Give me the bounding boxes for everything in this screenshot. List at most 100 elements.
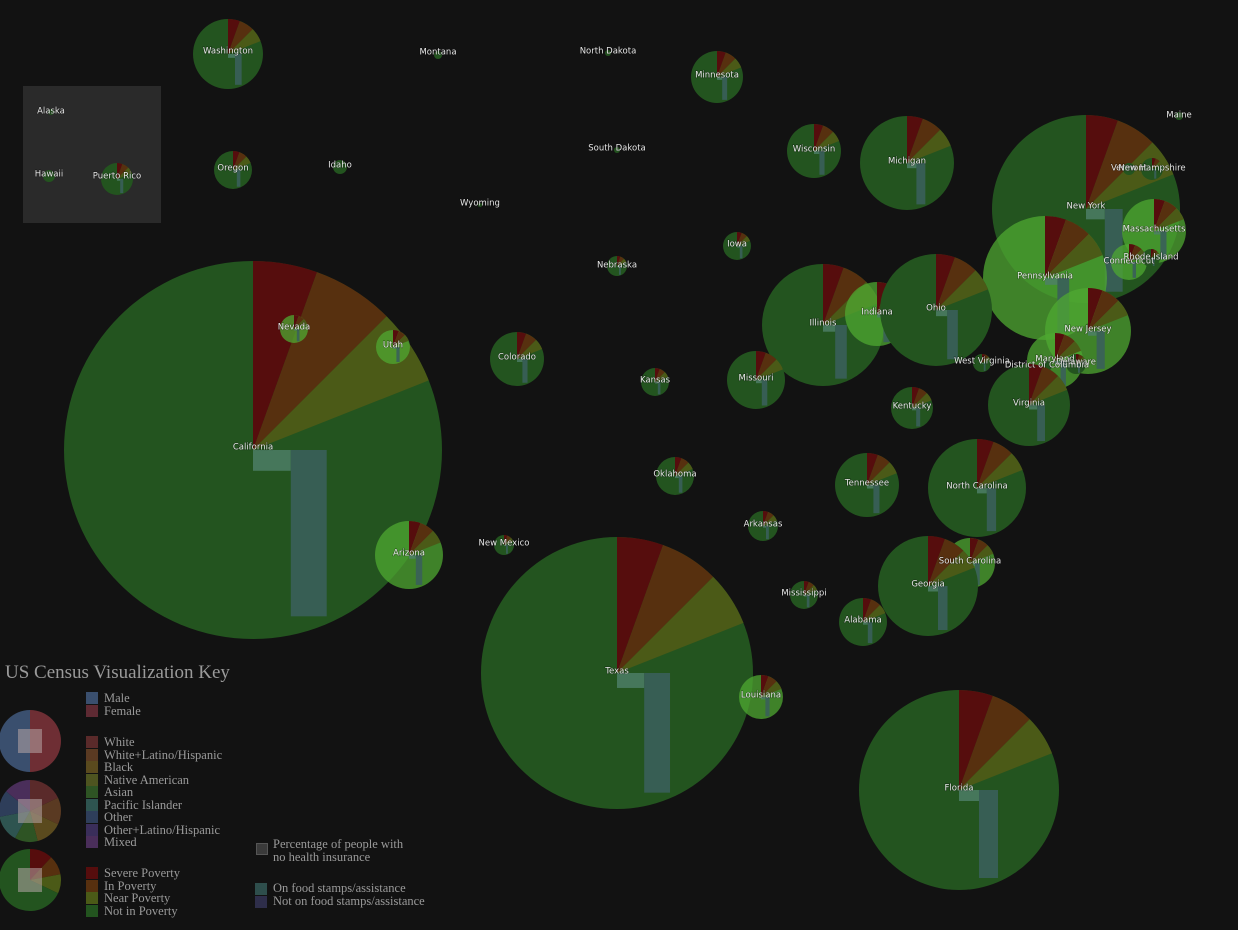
severe-poverty-slice [912,387,920,408]
in-poverty-slice [982,354,989,363]
severe-poverty-slice [1152,158,1156,169]
food-stamps-bar [873,485,880,514]
uninsured-square [393,347,397,349]
in-poverty-slice [1151,249,1158,258]
food-stamps-bar [644,673,671,793]
state-bubble-puerto-rico[interactable] [101,163,133,195]
severe-poverty-slice [763,511,769,526]
state-bubble-connecticut[interactable] [1111,244,1147,280]
state-bubble-maryland[interactable] [1027,333,1083,389]
food-stamps-bar [819,151,825,175]
near-poverty-slice [617,576,744,673]
state-bubble-alaska[interactable] [48,109,54,115]
in-poverty-slice [1076,354,1084,364]
in-poverty-slice [912,388,927,408]
state-label-district-of-columbia: District of Columbia [1005,361,1089,371]
state-bubble-louisiana[interactable] [739,675,783,719]
state-bubble-maine[interactable] [1175,112,1183,120]
state-bubble-wyoming[interactable] [478,203,482,207]
uninsured-square [504,545,506,547]
state-bubble-hawaii[interactable] [43,170,55,182]
state-bubble-idaho[interactable] [333,160,347,174]
uninsured-square [1076,364,1078,366]
state-bubble-washington[interactable] [193,19,263,89]
uninsured-square [877,314,884,318]
not-in-poverty-slice [614,147,620,153]
key-sample-square [18,868,42,892]
state-bubble-nebraska[interactable] [607,256,627,276]
uninsured-square [814,151,820,154]
severe-poverty-slice [1045,216,1067,278]
key-poverty-circle [0,849,61,911]
state-bubble-utah[interactable] [376,330,410,364]
state-bubble-ohio[interactable] [880,254,992,366]
state-bubble-alabama[interactable] [839,598,887,646]
state-bubble-nevada[interactable] [280,315,308,343]
state-bubble-montana[interactable] [434,51,442,59]
key-sample-square [18,729,42,753]
state-bubble-texas[interactable] [481,537,753,809]
in-poverty-slice [1088,290,1119,331]
state-bubble-mississippi[interactable] [790,581,818,609]
near-poverty-slice [977,453,1023,488]
state-label-alaska: Alaska [37,107,65,117]
in-poverty-slice [928,538,964,586]
near-poverty-slice [1029,376,1068,405]
state-bubble-arkansas[interactable] [748,511,778,541]
uninsured-square [1045,278,1058,285]
state-label-vermont: Vermont [1111,164,1148,174]
state-bubble-virginia[interactable] [988,364,1070,446]
state-bubble-michigan[interactable] [860,116,954,210]
state-bubble-new-mexico[interactable] [494,535,514,555]
state-bubble-oregon[interactable] [214,151,252,189]
not-in-poverty-slice [1175,112,1183,120]
state-bubble-delaware[interactable] [1066,354,1086,374]
state-bubble-georgia[interactable] [878,536,978,636]
state-bubble-colorado[interactable] [490,332,544,386]
in-poverty-slice [936,257,976,310]
food-stamps-bar [986,488,997,532]
state-bubble-minnesota[interactable] [691,51,743,103]
state-label-nevada: Nevada [278,323,310,333]
state-label-tennessee: Tennessee [844,479,889,489]
state-bubble-missouri[interactable] [727,351,785,409]
state-bubble-new-hampshire[interactable] [1141,158,1163,180]
near-poverty-slice [867,462,897,485]
not-in-poverty-slice [333,160,347,174]
state-bubble-florida[interactable] [859,690,1059,890]
state-bubble-iowa[interactable] [723,232,751,260]
in-poverty-slice [907,118,941,163]
state-bubble-kansas[interactable] [641,368,669,396]
in-poverty-slice [756,352,777,380]
state-label-illinois: Illinois [810,319,838,329]
not-in-poverty-slice [478,203,482,207]
food-stamps-bar [296,329,300,342]
uninsured-square [253,450,291,471]
food-stamps-bar [1132,262,1137,278]
near-poverty-slice [228,29,261,54]
state-bubble-arizona[interactable] [375,521,443,589]
state-bubble-tennessee[interactable] [835,453,899,517]
in-poverty-slice [823,267,867,325]
state-bubble-vermont[interactable] [1123,163,1135,175]
state-bubble-kentucky[interactable] [891,387,933,429]
state-bubble-wisconsin[interactable] [787,124,841,178]
food-stamps-bar [806,595,810,608]
uninsured-square [1088,331,1097,336]
state-label-wyoming: Wyoming [460,199,500,209]
state-bubble-rhode-island[interactable] [1142,249,1160,267]
severe-poverty-slice [959,690,993,790]
severe-poverty-slice [233,151,240,170]
key-race-label: Pacific Islander [104,797,183,812]
in-poverty-slice [117,163,129,179]
state-bubble-oklahoma[interactable] [656,457,694,495]
key-insurance-label: Percentage of people with no health insu… [273,837,404,864]
near-poverty-slice [233,156,251,170]
state-bubble-south-dakota[interactable] [614,147,620,153]
severe-poverty-slice [1055,333,1065,361]
state-bubble-west-virginia[interactable] [973,354,991,372]
state-bubble-north-carolina[interactable] [928,439,1026,537]
state-label-texas: Texas [604,667,629,677]
uninsured-square [763,526,766,528]
state-bubble-north-dakota[interactable] [605,50,611,56]
